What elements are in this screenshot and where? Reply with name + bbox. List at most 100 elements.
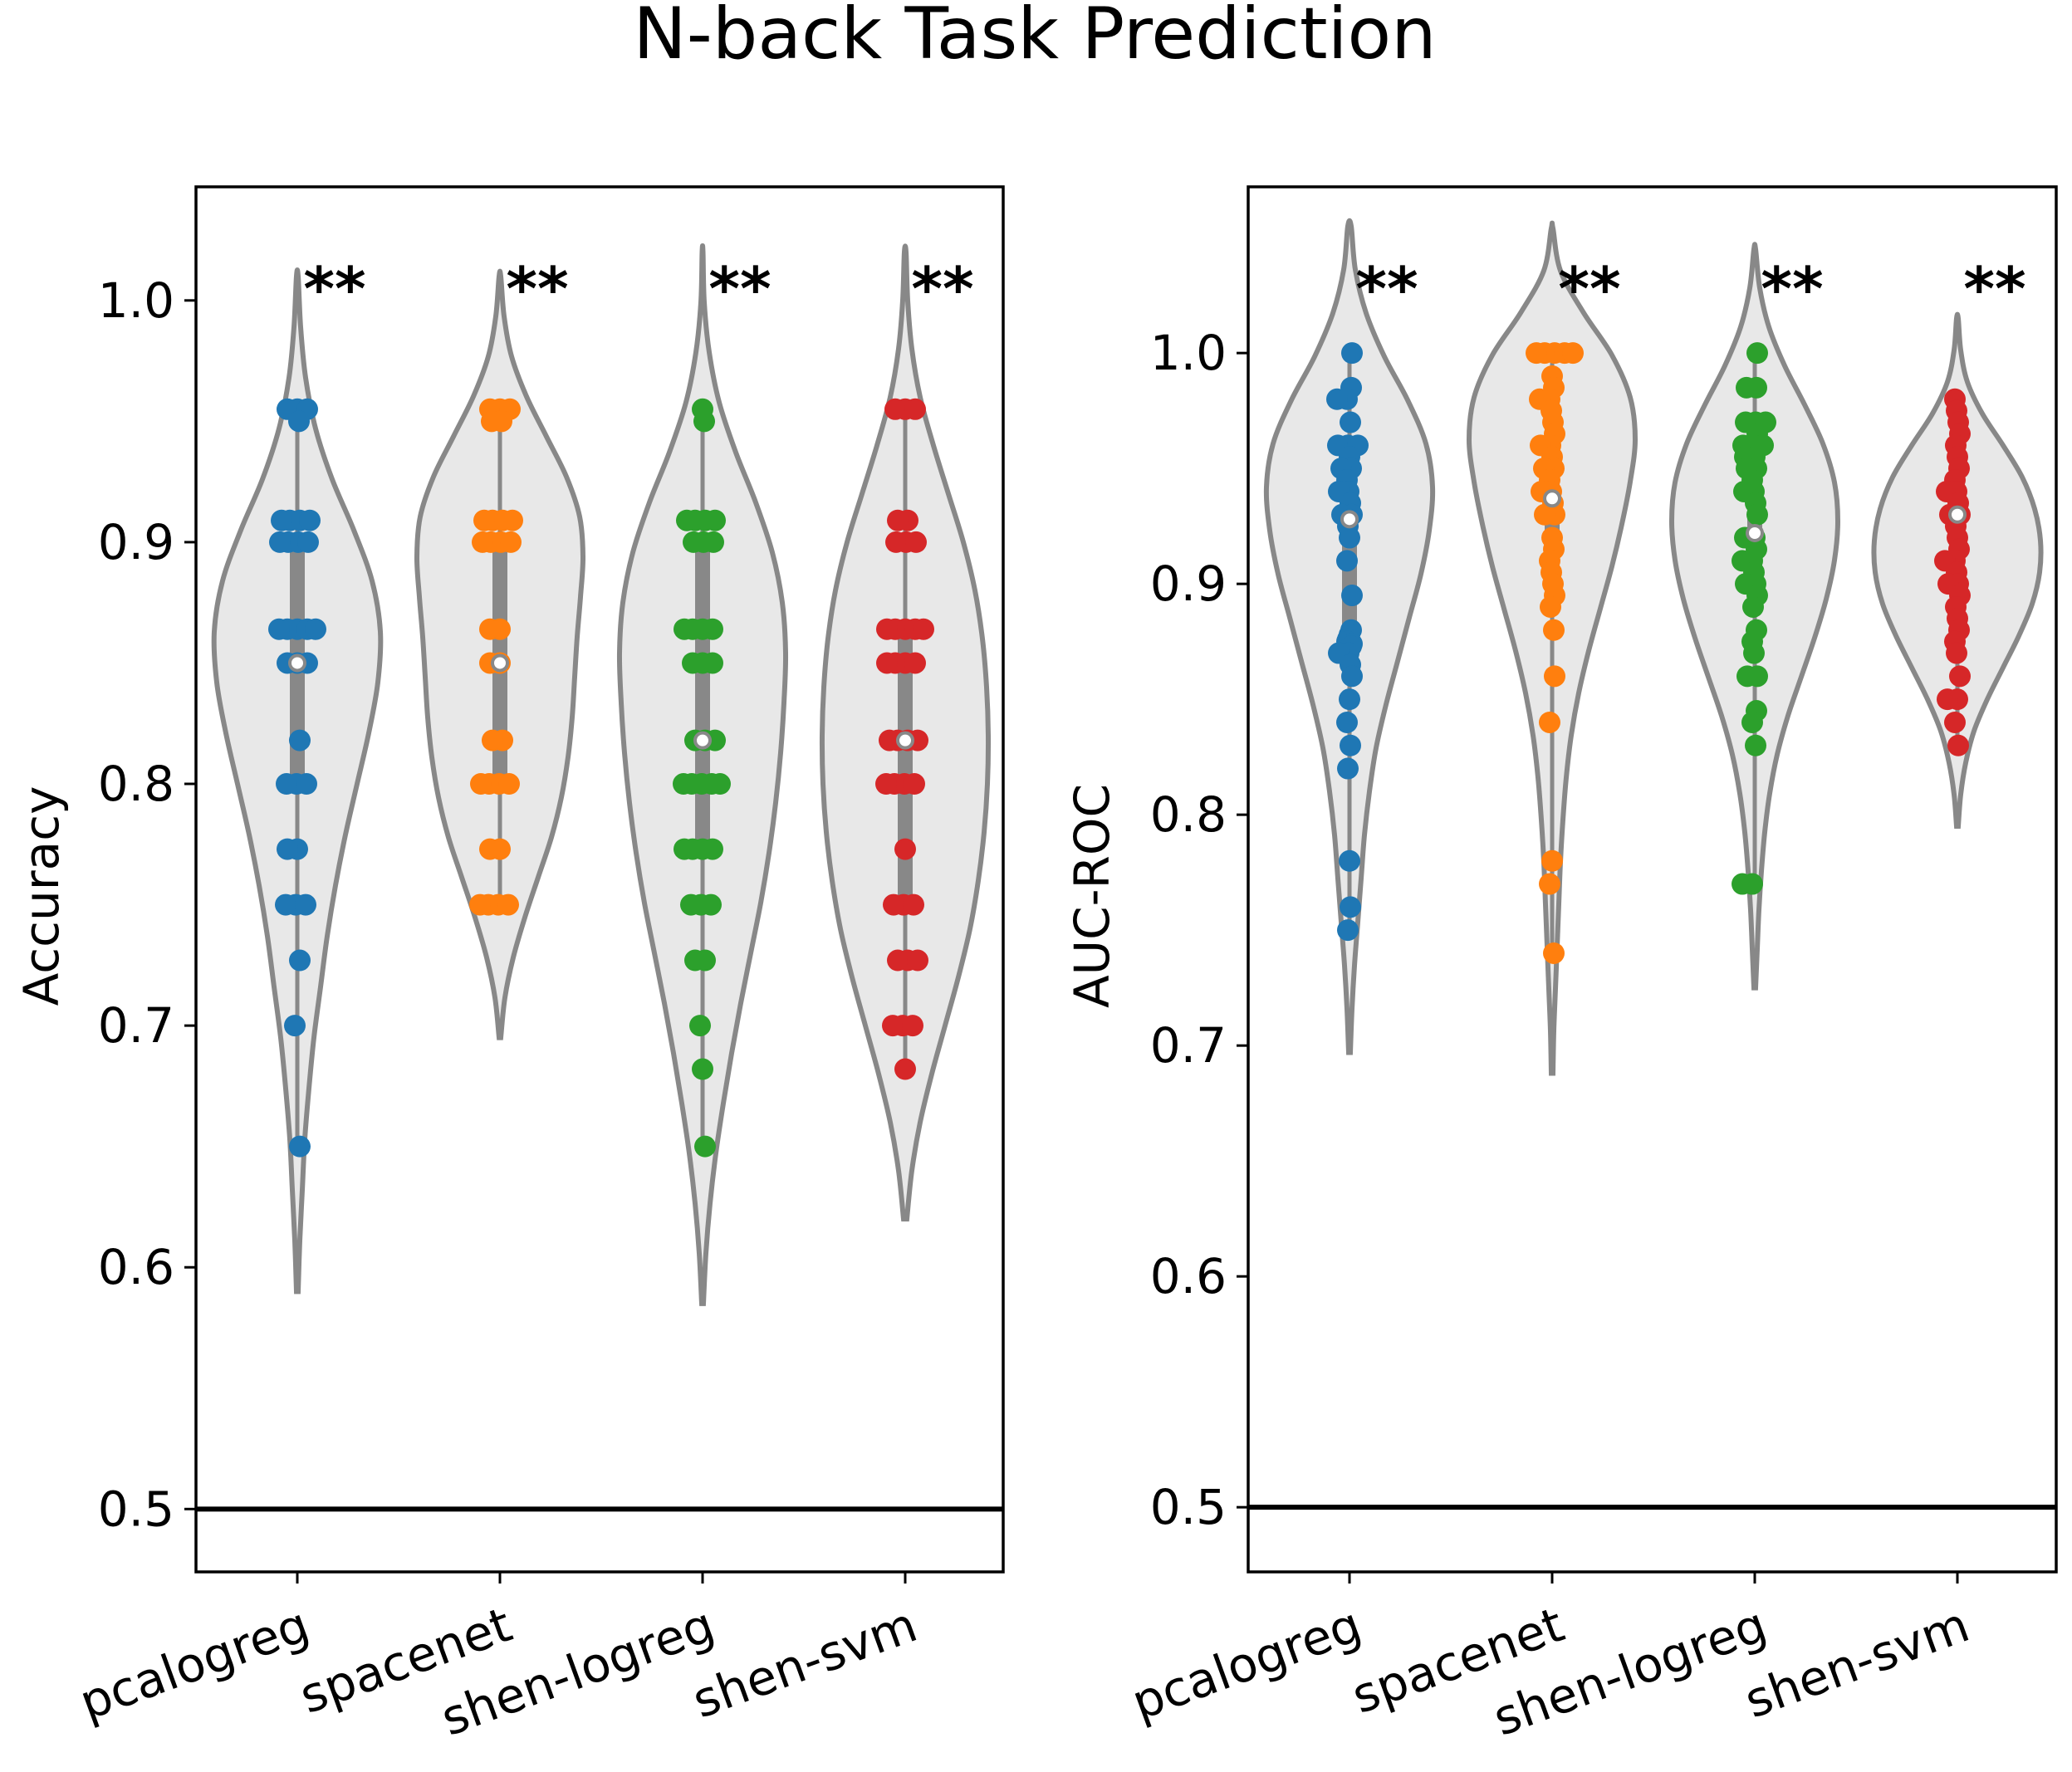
data-point <box>913 618 934 640</box>
accuracy-panel: 0.5 0.6 0.7 0.8 0.9 1.0 Accuracy ** pcalogreg ** s… <box>13 185 1005 1747</box>
data-point <box>673 773 694 795</box>
data-point <box>904 398 926 420</box>
data-point <box>1937 688 1958 711</box>
data-point <box>1341 585 1363 607</box>
data-point <box>296 773 317 795</box>
violin-shen-logreg: ** <box>1668 242 1841 991</box>
data-point <box>1944 711 1966 733</box>
data-point <box>498 773 520 795</box>
data-point <box>1341 342 1363 365</box>
violin-pcalogreg: ** <box>1263 218 1436 1055</box>
x-tick-label: shen-svm <box>685 1596 924 1729</box>
data-point <box>1339 688 1360 711</box>
data-point <box>289 729 311 751</box>
significance-label: ** <box>1355 254 1418 324</box>
data-point <box>1741 711 1763 733</box>
data-point <box>676 509 698 531</box>
significance-label: ** <box>1963 254 2025 324</box>
data-point <box>894 1058 916 1080</box>
y-tick-label: 0.6 <box>1150 1248 1227 1305</box>
median-marker <box>1543 489 1561 508</box>
significance-label: ** <box>1761 254 1823 324</box>
data-point <box>1340 411 1361 433</box>
data-point <box>1339 526 1360 549</box>
median-marker <box>288 653 306 673</box>
significance-label: ** <box>1558 254 1620 324</box>
data-point <box>472 531 493 553</box>
violin-shen-svm: ** <box>819 243 992 1221</box>
data-point <box>1326 388 1348 410</box>
data-point <box>470 773 492 795</box>
data-point <box>297 531 319 553</box>
significance-label: ** <box>911 254 973 324</box>
data-point <box>682 652 703 674</box>
data-point <box>268 618 290 640</box>
median-marker <box>1746 524 1764 542</box>
data-point <box>1336 550 1358 572</box>
data-point <box>876 652 898 674</box>
data-point <box>1540 595 1561 618</box>
data-point <box>1340 896 1361 918</box>
y-axis-label: AUC-ROC <box>1064 784 1120 1008</box>
data-point <box>674 838 695 860</box>
data-point <box>1746 503 1768 526</box>
data-point <box>903 893 924 916</box>
median-marker <box>1340 510 1359 529</box>
data-point <box>887 949 909 972</box>
data-point <box>693 410 715 433</box>
data-point <box>269 531 291 553</box>
axes-frame <box>194 185 1005 1574</box>
data-point <box>882 1015 904 1037</box>
axes-frame <box>1247 185 2058 1574</box>
data-point <box>885 531 907 553</box>
data-point <box>884 398 906 420</box>
x-tick-label: pcalogreg <box>1124 1596 1369 1730</box>
data-point <box>271 509 292 531</box>
data-point <box>1742 595 1764 618</box>
data-point <box>876 618 898 640</box>
x-tick-label: shen-svm <box>1737 1596 1976 1729</box>
violin-pcalogreg: ** <box>211 254 384 1295</box>
data-point <box>1336 711 1358 733</box>
data-point <box>469 893 491 916</box>
data-point <box>1543 942 1565 964</box>
data-point <box>284 1015 306 1037</box>
significance-label: ** <box>708 254 771 324</box>
data-point <box>1543 619 1565 641</box>
violin-spacenet: ** <box>1466 220 1638 1076</box>
y-tick-label: 0.5 <box>1150 1479 1227 1535</box>
data-point <box>288 410 310 433</box>
data-point <box>1539 711 1560 733</box>
data-point <box>905 531 927 553</box>
data-point <box>305 618 326 640</box>
y-tick-label: 0.7 <box>1150 1017 1227 1074</box>
data-point <box>299 509 321 531</box>
y-axis-label: Accuracy <box>13 786 70 1006</box>
data-point <box>702 838 723 860</box>
data-point <box>700 893 722 916</box>
data-point <box>1534 503 1555 526</box>
data-point <box>875 773 897 795</box>
data-point <box>1526 342 1547 365</box>
data-point <box>1743 642 1765 664</box>
data-point <box>902 1015 923 1037</box>
y-tick-label: 1.0 <box>1150 325 1227 381</box>
data-point <box>674 618 695 640</box>
significance-label: ** <box>506 254 568 324</box>
data-point <box>694 1135 716 1158</box>
data-point <box>907 949 928 972</box>
data-point <box>683 531 704 553</box>
data-point <box>289 949 311 972</box>
data-point <box>883 893 904 916</box>
data-point <box>702 652 723 674</box>
y-tick-label: 0.9 <box>98 514 174 570</box>
data-point <box>479 838 501 860</box>
data-point <box>1746 342 1768 365</box>
figure-title: N-back Task Prediction <box>633 0 1436 76</box>
data-point <box>289 1135 311 1158</box>
data-point <box>1544 665 1565 688</box>
data-point <box>1337 919 1359 942</box>
data-point <box>904 773 925 795</box>
violin-shen-svm: ** <box>1871 254 2044 830</box>
